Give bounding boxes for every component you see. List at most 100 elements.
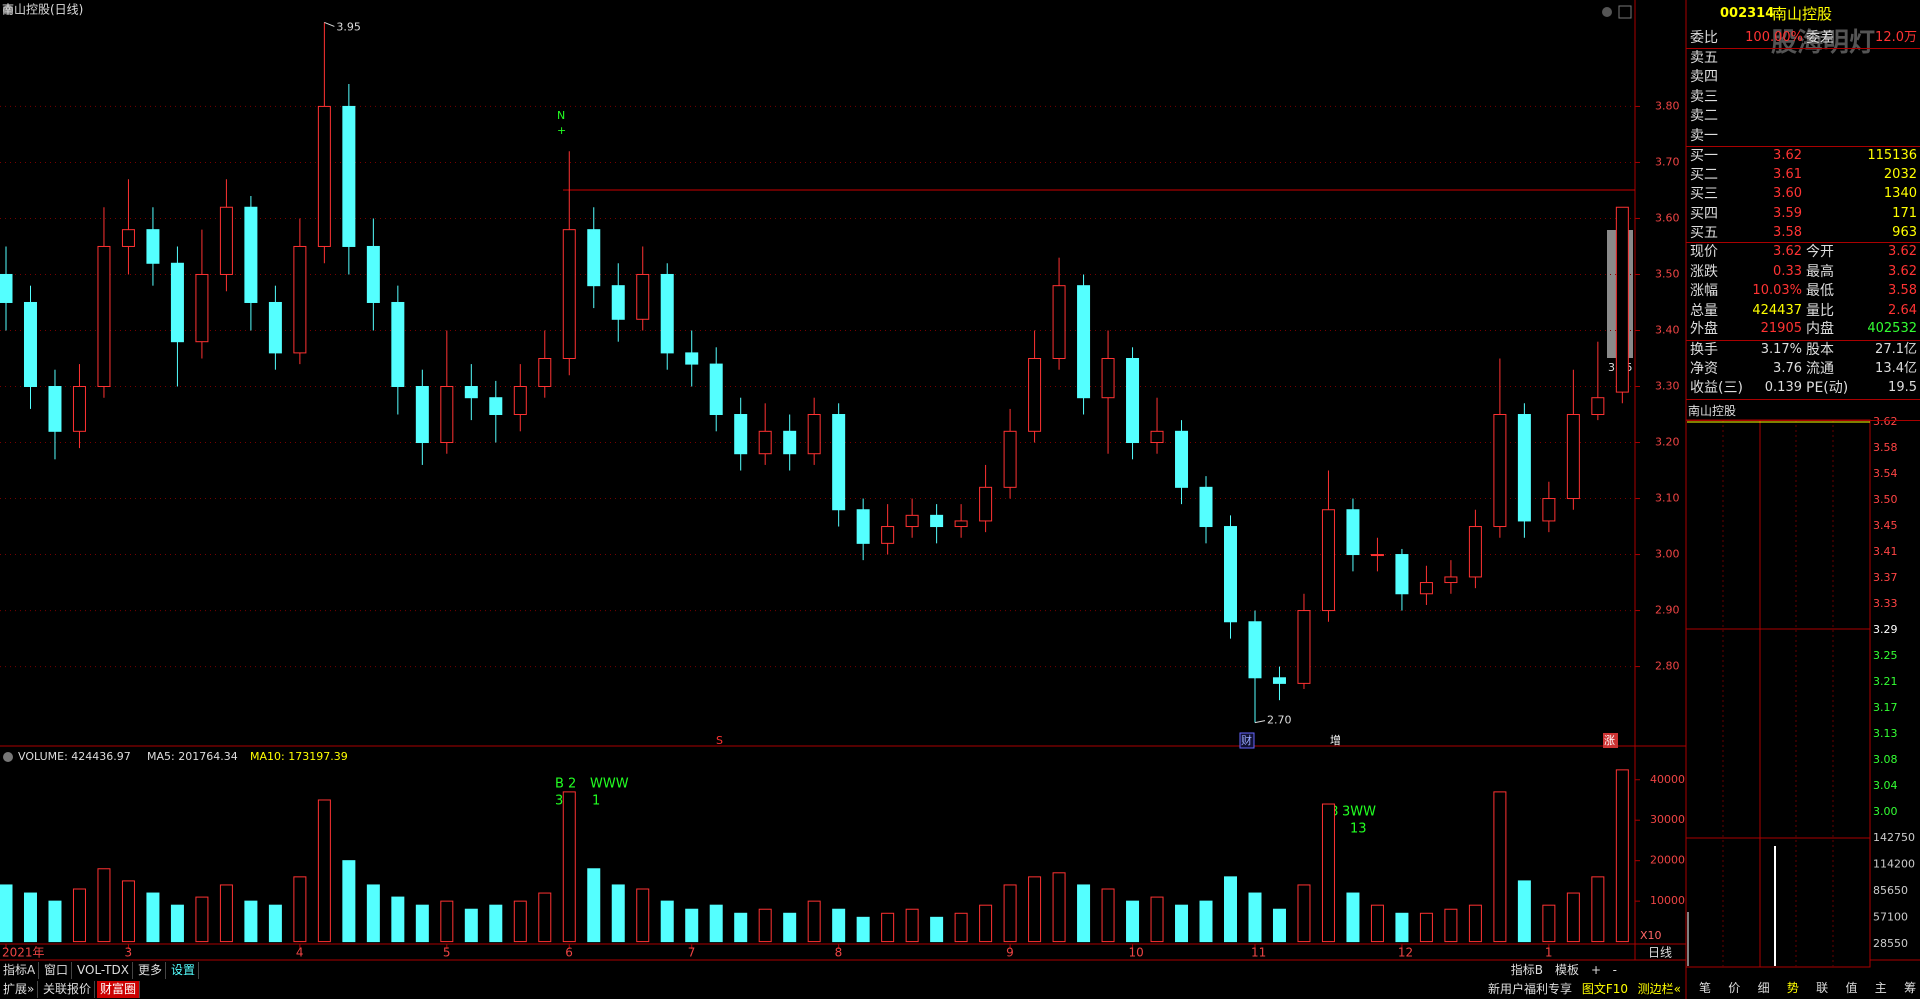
tab[interactable]: 关联报价	[40, 981, 96, 998]
tab[interactable]: 模板	[1554, 963, 1579, 977]
candle-body	[97, 245, 111, 388]
tab[interactable]: VOL-TDX	[74, 962, 133, 979]
tab[interactable]: 图文F10	[1581, 982, 1628, 996]
marker-n: N	[557, 109, 565, 122]
volume-bar	[1615, 769, 1629, 943]
y-tick-label: 3.60	[1655, 211, 1680, 224]
volume-label: VOLUME: 424436.97	[18, 750, 131, 763]
intraday-price-tick: 3.62	[1873, 415, 1898, 428]
volume-bar	[1077, 884, 1091, 943]
tab[interactable]: 窗口	[41, 962, 73, 979]
maximize-icon[interactable]	[1618, 5, 1632, 19]
panel-tab[interactable]: 价	[1728, 981, 1741, 995]
candle-body	[783, 430, 797, 455]
tab[interactable]: 财富圈	[97, 981, 141, 998]
tab[interactable]: 扩展»	[0, 981, 39, 998]
candle-body	[1297, 610, 1311, 684]
volume-bar	[121, 880, 135, 943]
candle-body	[1126, 357, 1140, 444]
stat-value: 3.17%	[1760, 342, 1802, 357]
y-tick-label: 2.90	[1655, 604, 1680, 617]
buy-price: 3.61	[1773, 167, 1802, 183]
candle-body	[1199, 486, 1213, 528]
stat-label: 股本	[1806, 342, 1834, 358]
period-label[interactable]: 日线	[1648, 946, 1672, 960]
panel-tab[interactable]: 细	[1757, 981, 1770, 995]
candle-body	[0, 273, 13, 303]
volume-bar	[366, 884, 380, 943]
volume-bar	[342, 860, 356, 943]
signal-label: 3	[555, 794, 563, 809]
tab[interactable]: 设置	[168, 962, 200, 979]
panel-tab[interactable]: 势	[1786, 981, 1799, 995]
y-tick-label: 3.10	[1655, 492, 1680, 505]
volume-bar	[1272, 908, 1286, 943]
volume-bar	[930, 916, 944, 943]
sell-label: 卖五	[1690, 50, 1718, 66]
tab[interactable]: 指标B	[1510, 963, 1543, 977]
quote-panel: 股海明灯 002314 南山控股 委比 100.00% 委差 12.0万 卖五 卖四 卖三 卖二 卖一…	[1686, 0, 1920, 999]
y-tick-label: 3.70	[1655, 155, 1680, 168]
volume-bar	[1199, 900, 1213, 943]
panel-tab[interactable]: 筹	[1904, 981, 1917, 995]
volume-bar	[23, 892, 37, 943]
panel-tab[interactable]: 联	[1816, 981, 1829, 995]
stat-label: PE(动)	[1806, 380, 1849, 396]
panel-tab[interactable]: 值	[1845, 981, 1858, 995]
volume-bar	[1224, 876, 1237, 943]
marker-box	[1603, 733, 1618, 748]
marker-box	[1239, 732, 1255, 749]
volume-bar	[1419, 912, 1433, 943]
volume-bar	[709, 904, 723, 943]
settings-icon[interactable]	[1602, 7, 1612, 17]
tab[interactable]: 更多	[135, 962, 167, 979]
x-tick-label: 2021年	[2, 946, 45, 960]
candle-body	[1566, 414, 1580, 500]
panel-tab[interactable]: 主	[1874, 981, 1887, 995]
candle-body	[72, 386, 86, 432]
stat-value: 2.64	[1888, 303, 1917, 318]
volume-bar	[1395, 912, 1409, 943]
separator	[1686, 399, 1920, 400]
volume-bar	[1101, 888, 1115, 943]
tab[interactable]: 新用户福利专享	[1487, 982, 1572, 996]
candle-body	[1591, 397, 1605, 416]
tab[interactable]: 指标A	[0, 962, 40, 979]
volume-bar	[513, 900, 527, 943]
candle-body	[1052, 285, 1066, 359]
intraday-volume-tick: 114200	[1873, 858, 1915, 871]
candle-body	[611, 285, 625, 320]
menu-icon[interactable]	[3, 752, 13, 762]
volume-bar	[170, 904, 184, 943]
separator	[1686, 48, 1920, 49]
buy-label: 买五	[1690, 224, 1718, 241]
tab[interactable]: +	[1590, 963, 1601, 977]
candle-body	[636, 273, 650, 320]
tab[interactable]: 测边栏«	[1637, 982, 1681, 996]
volume-bar	[1542, 904, 1556, 943]
buy-volume: 171	[1892, 205, 1917, 221]
unit-label: X10	[1640, 929, 1662, 942]
tab[interactable]: -	[1612, 963, 1617, 977]
volume-bar	[562, 791, 576, 943]
candle-body	[48, 386, 62, 432]
volume-bar	[1052, 872, 1066, 943]
candle-body	[1370, 554, 1384, 557]
y-tick-label: 2.80	[1655, 660, 1680, 673]
intraday-price-tick: 3.37	[1873, 571, 1898, 584]
stock-name: 南山控股	[1772, 5, 1833, 23]
menu-icon[interactable]	[3, 5, 13, 15]
stat-value: 21905	[1760, 321, 1802, 336]
candle-body	[440, 386, 454, 444]
separator	[1686, 146, 1920, 147]
stat-value: 3.62	[1888, 244, 1917, 259]
candle-body	[881, 526, 895, 544]
signal-label: B 2	[555, 777, 576, 792]
panel-tab[interactable]: 笔	[1698, 981, 1711, 995]
stat-label: 总量	[1690, 303, 1718, 319]
stat-label: 内盘	[1806, 321, 1834, 337]
ma5-label: MA5: 201764.34	[147, 750, 238, 763]
candle-body	[1175, 430, 1189, 488]
volume-bar	[1493, 791, 1507, 943]
